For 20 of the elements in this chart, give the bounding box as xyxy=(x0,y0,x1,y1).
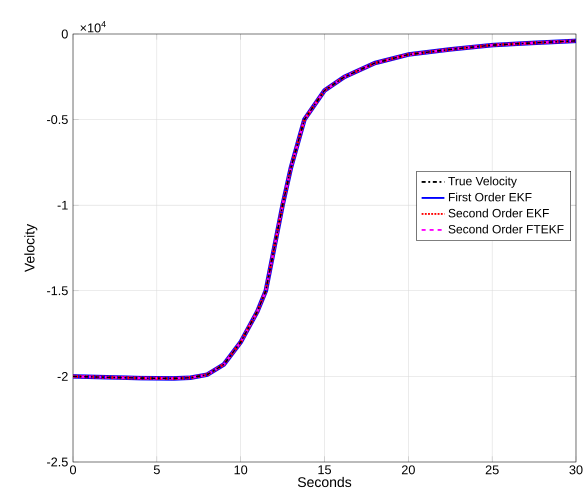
x-tick-label: 20 xyxy=(402,465,415,474)
legend-label: First Order EKF xyxy=(448,192,532,202)
y-tick-label: -1 xyxy=(58,200,68,210)
y-tick-label: -2 xyxy=(58,372,68,381)
legend-label: Second Order FTEKF xyxy=(448,224,564,234)
x-tick-label: 15 xyxy=(318,465,332,474)
x-tick-label: 5 xyxy=(154,465,160,474)
y-tick-label: -2.5 xyxy=(47,458,68,466)
x-axis-title: Seconds xyxy=(298,476,352,488)
x-tick-label: 30 xyxy=(569,465,583,474)
x-tick-label: 0 xyxy=(70,465,76,474)
x-tick-label: 10 xyxy=(234,465,248,474)
y-tick-label: -0.5 xyxy=(47,115,68,124)
legend-label: True Velocity xyxy=(448,176,517,188)
x-tick-label: 25 xyxy=(486,465,499,474)
y-axis-title: Velocity xyxy=(24,224,38,272)
legend-label: Second Order EKF xyxy=(448,208,549,218)
y-tick-label: 0 xyxy=(62,30,68,38)
text: ×10$^{4}$ xyxy=(80,21,106,32)
y-tick-label: -1.5 xyxy=(47,286,68,296)
